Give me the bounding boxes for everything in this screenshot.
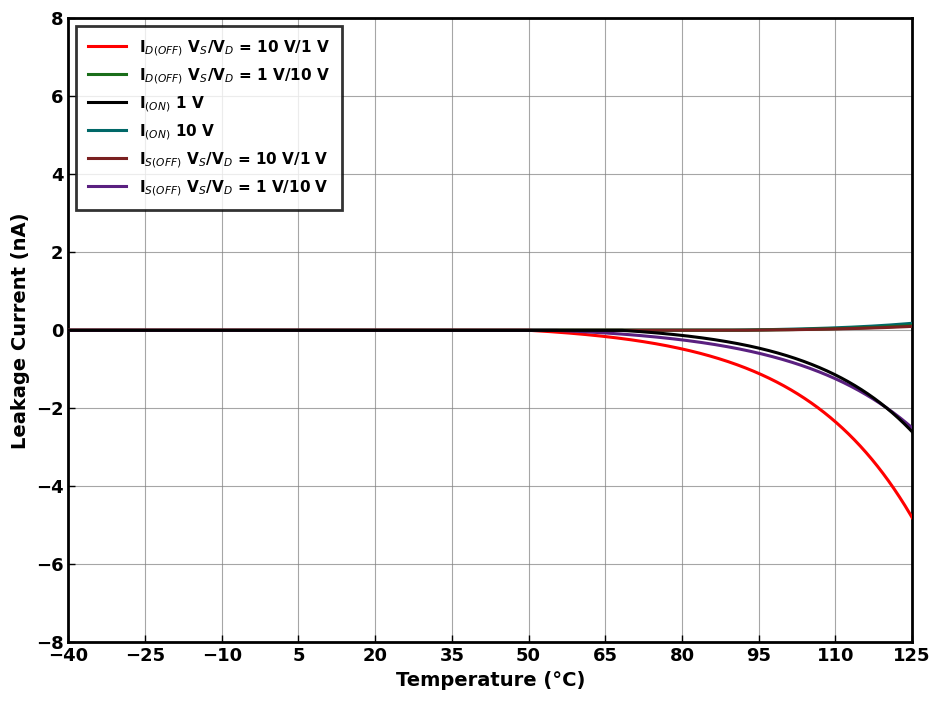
I$_{S(OFF)}$ V$_S$/V$_D$ = 10 V/1 V <box>882 323 893 332</box>
I$_{S(OFF)}$ V$_S$/V$_D$ = 10 V/1 V <box>906 322 918 331</box>
I$_{(ON)}$ 1 V <box>727 339 739 347</box>
I$_{D(OFF)}$ V$_S$/V$_D$ = 10 V/1 V <box>882 475 893 484</box>
I$_{(ON)}$ 1 V <box>106 326 117 334</box>
I$_{D(OFF)}$ V$_S$/V$_D$ = 1 V/10 V <box>473 326 484 334</box>
I$_{S(OFF)}$ V$_S$/V$_D$ = 1 V/10 V <box>727 343 739 352</box>
I$_{S(OFF)}$ V$_S$/V$_D$ = 1 V/10 V <box>106 326 117 334</box>
I$_{(ON)}$ 1 V <box>882 404 893 413</box>
I$_{(ON)}$ 10 V <box>473 326 484 334</box>
I$_{D(OFF)}$ V$_S$/V$_D$ = 10 V/1 V <box>727 359 739 367</box>
Line: I$_{D(OFF)}$ V$_S$/V$_D$ = 1 V/10 V: I$_{D(OFF)}$ V$_S$/V$_D$ = 1 V/10 V <box>68 325 912 330</box>
I$_{D(OFF)}$ V$_S$/V$_D$ = 1 V/10 V <box>906 321 918 329</box>
I$_{S(OFF)}$ V$_S$/V$_D$ = 1 V/10 V <box>906 423 918 432</box>
I$_{(ON)}$ 1 V <box>450 326 462 334</box>
I$_{(ON)}$ 10 V <box>62 326 73 334</box>
Line: I$_{D(OFF)}$ V$_S$/V$_D$ = 10 V/1 V: I$_{D(OFF)}$ V$_S$/V$_D$ = 10 V/1 V <box>68 330 912 517</box>
I$_{(ON)}$ 10 V <box>727 326 739 334</box>
I$_{S(OFF)}$ V$_S$/V$_D$ = 10 V/1 V <box>62 326 73 334</box>
Legend: I$_{D(OFF)}$ V$_S$/V$_D$ = 10 V/1 V, I$_{D(OFF)}$ V$_S$/V$_D$ = 1 V/10 V, I$_{(O: I$_{D(OFF)}$ V$_S$/V$_D$ = 10 V/1 V, I$_… <box>76 26 342 210</box>
I$_{S(OFF)}$ V$_S$/V$_D$ = 10 V/1 V <box>473 326 484 334</box>
I$_{(ON)}$ 10 V <box>906 319 918 327</box>
I$_{(ON)}$ 10 V <box>106 326 117 334</box>
X-axis label: Temperature (°C): Temperature (°C) <box>396 671 585 690</box>
I$_{(ON)}$ 10 V <box>450 326 462 334</box>
I$_{D(OFF)}$ V$_S$/V$_D$ = 10 V/1 V <box>473 326 484 334</box>
I$_{(ON)}$ 10 V <box>882 321 893 329</box>
I$_{S(OFF)}$ V$_S$/V$_D$ = 1 V/10 V <box>62 326 73 334</box>
I$_{S(OFF)}$ V$_S$/V$_D$ = 10 V/1 V <box>106 326 117 334</box>
Line: I$_{S(OFF)}$ V$_S$/V$_D$ = 10 V/1 V: I$_{S(OFF)}$ V$_S$/V$_D$ = 10 V/1 V <box>68 327 912 330</box>
I$_{D(OFF)}$ V$_S$/V$_D$ = 10 V/1 V <box>906 513 918 522</box>
I$_{D(OFF)}$ V$_S$/V$_D$ = 10 V/1 V <box>62 326 73 334</box>
I$_{D(OFF)}$ V$_S$/V$_D$ = 1 V/10 V <box>450 326 462 334</box>
I$_{(ON)}$ 10 V <box>882 321 893 329</box>
I$_{S(OFF)}$ V$_S$/V$_D$ = 10 V/1 V <box>727 326 739 334</box>
I$_{D(OFF)}$ V$_S$/V$_D$ = 1 V/10 V <box>882 322 893 331</box>
I$_{S(OFF)}$ V$_S$/V$_D$ = 1 V/10 V <box>882 404 893 413</box>
I$_{D(OFF)}$ V$_S$/V$_D$ = 10 V/1 V <box>450 326 462 334</box>
I$_{S(OFF)}$ V$_S$/V$_D$ = 10 V/1 V <box>882 323 893 332</box>
Y-axis label: Leakage Current (nA): Leakage Current (nA) <box>11 212 30 449</box>
I$_{S(OFF)}$ V$_S$/V$_D$ = 10 V/1 V <box>450 326 462 334</box>
I$_{D(OFF)}$ V$_S$/V$_D$ = 1 V/10 V <box>882 322 893 331</box>
I$_{(ON)}$ 1 V <box>473 326 484 334</box>
I$_{(ON)}$ 1 V <box>882 404 893 413</box>
I$_{D(OFF)}$ V$_S$/V$_D$ = 10 V/1 V <box>882 475 893 484</box>
I$_{D(OFF)}$ V$_S$/V$_D$ = 1 V/10 V <box>727 326 739 334</box>
I$_{S(OFF)}$ V$_S$/V$_D$ = 1 V/10 V <box>450 326 462 334</box>
I$_{S(OFF)}$ V$_S$/V$_D$ = 1 V/10 V <box>473 326 484 334</box>
Line: I$_{S(OFF)}$ V$_S$/V$_D$ = 1 V/10 V: I$_{S(OFF)}$ V$_S$/V$_D$ = 1 V/10 V <box>68 330 912 428</box>
Line: I$_{(ON)}$ 1 V: I$_{(ON)}$ 1 V <box>68 330 912 432</box>
I$_{S(OFF)}$ V$_S$/V$_D$ = 1 V/10 V <box>882 404 893 412</box>
I$_{D(OFF)}$ V$_S$/V$_D$ = 1 V/10 V <box>62 326 73 334</box>
I$_{(ON)}$ 1 V <box>62 326 73 334</box>
I$_{D(OFF)}$ V$_S$/V$_D$ = 10 V/1 V <box>106 326 117 334</box>
I$_{(ON)}$ 1 V <box>906 428 918 436</box>
Line: I$_{(ON)}$ 10 V: I$_{(ON)}$ 10 V <box>68 323 912 330</box>
I$_{D(OFF)}$ V$_S$/V$_D$ = 1 V/10 V <box>106 326 117 334</box>
